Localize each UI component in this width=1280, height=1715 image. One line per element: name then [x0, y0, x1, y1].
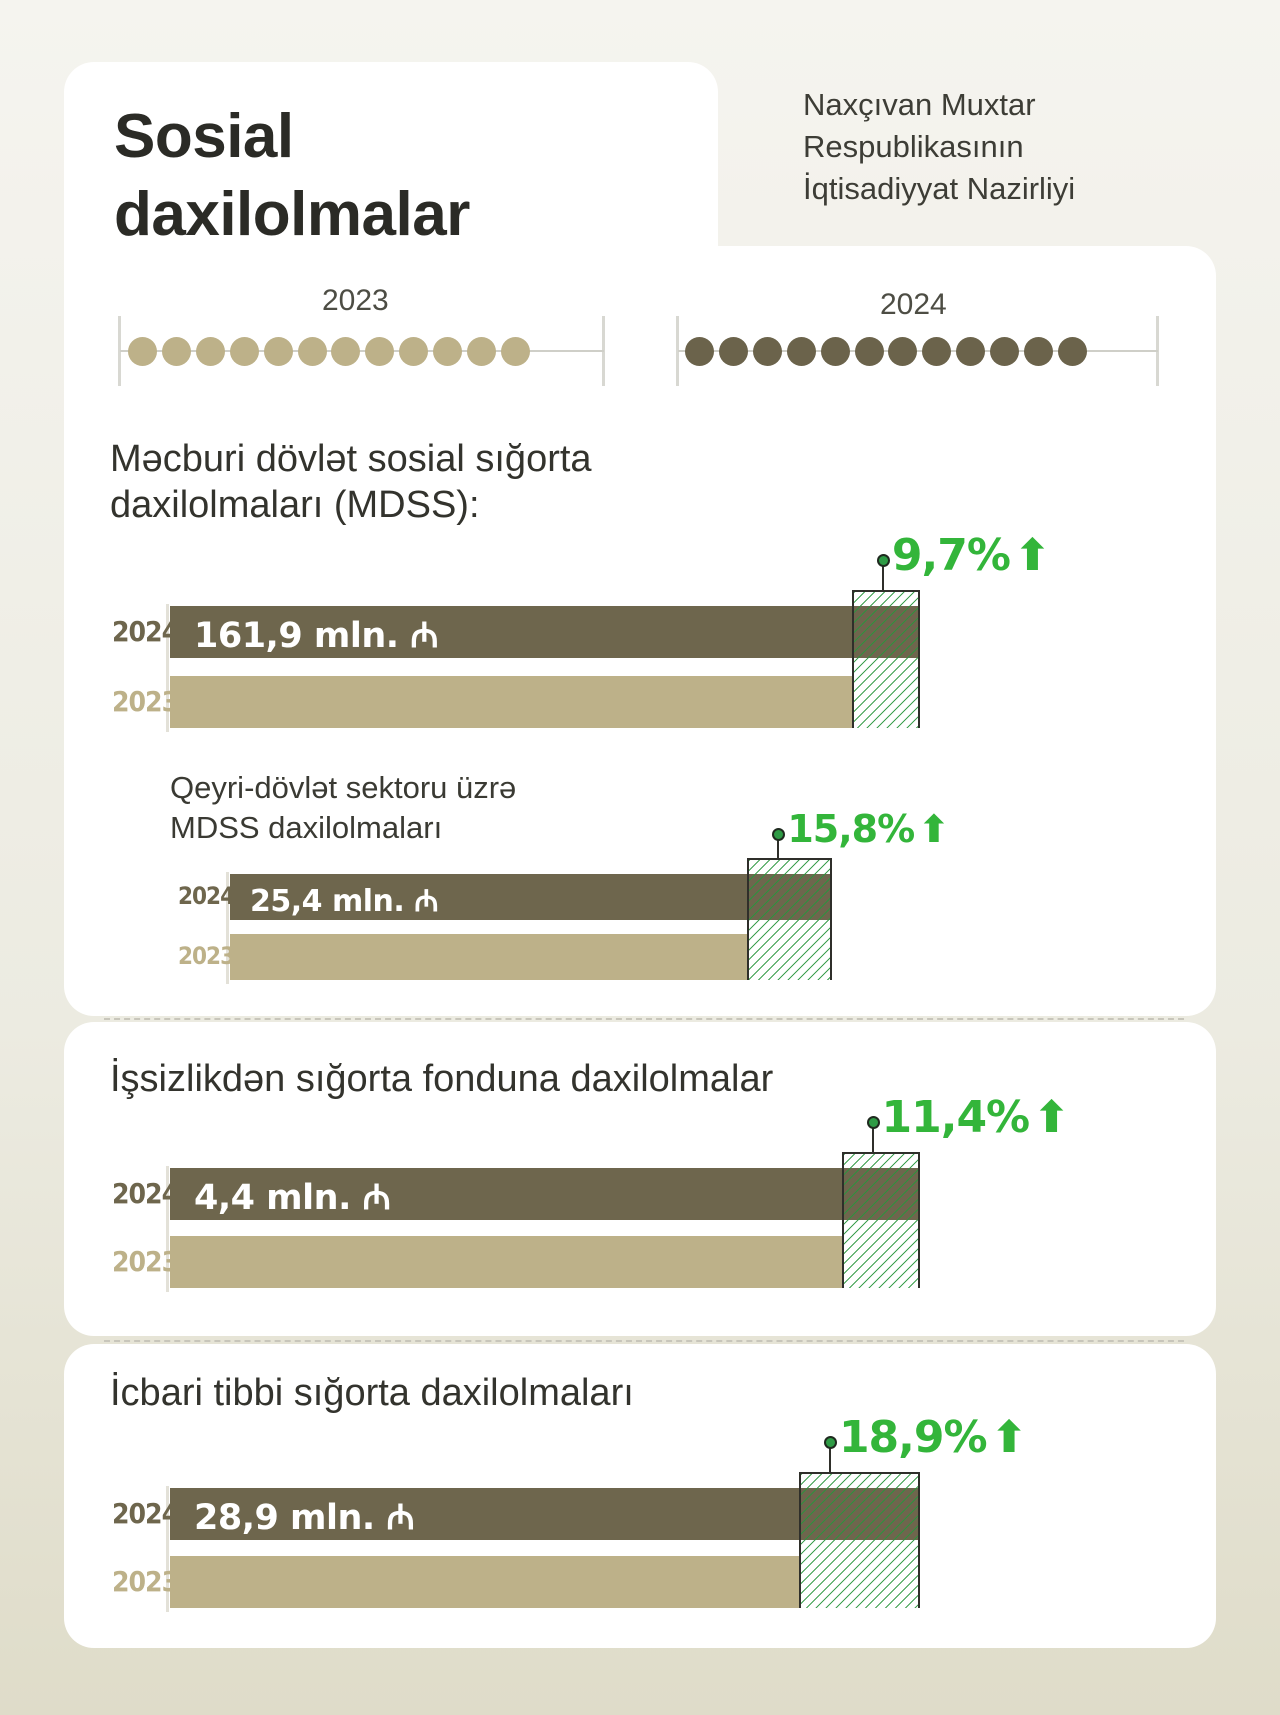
- header-title-card: [64, 62, 718, 272]
- legend-dot-2023: [229, 337, 259, 366]
- private-pin-line: [777, 838, 780, 858]
- unemployment-axis: [166, 1166, 169, 1292]
- legend-dot-2023: [297, 337, 327, 366]
- legend-dot-2023: [500, 337, 530, 366]
- unemployment-bar-2024: [170, 1168, 918, 1220]
- arrow-up-icon: ⬆: [918, 807, 950, 852]
- medical-value-label: 28,9 mln. ₼: [194, 1498, 415, 1538]
- section-divider: [104, 1340, 1184, 1342]
- private-change-percent: 15,8% ⬆: [787, 807, 950, 852]
- medical-bar-2023: [170, 1556, 799, 1608]
- private-growth-hatch: [747, 858, 832, 980]
- private-bar-2024: [230, 874, 830, 920]
- private-value-label: 25,4 mln. ₼: [250, 884, 439, 919]
- legend-dot-2024: [922, 337, 952, 366]
- unemployment-pin-line: [871, 1126, 874, 1152]
- mdss-year-label-2023: 2023: [112, 684, 179, 718]
- legend-dot-2024: [786, 337, 816, 366]
- mdss-bar-2024: [170, 606, 918, 658]
- private-sector-title: Qeyri-dövlət sektoru üzrə MDSS daxilolma…: [170, 768, 516, 848]
- legend-year-2023: 2023: [322, 284, 389, 317]
- timeline-tick: [118, 316, 121, 386]
- legend-dot-2023: [365, 337, 395, 366]
- private-year-label-2023: 2023: [178, 942, 235, 971]
- unemployment-bar-2023: [170, 1236, 842, 1288]
- medical-title: İcbari tibbi sığorta daxilolmaları: [110, 1372, 634, 1414]
- legend-year-2024: 2024: [880, 288, 947, 321]
- arrow-up-icon: ⬆: [1033, 1091, 1070, 1143]
- mdss-growth-hatch: [851, 590, 920, 728]
- mdss-title-line2: daxilolmaları (MDSS):: [110, 484, 480, 526]
- mdss-value-label: 161,9 mln. ₼: [194, 616, 439, 656]
- medical-year-label-2024: 2024: [112, 1496, 179, 1530]
- mdss-axis: [166, 604, 169, 732]
- organization-name: Naxçıvan Muxtar Respublikasının İqtisadi…: [803, 84, 1075, 210]
- legend-dot-2023: [331, 337, 361, 366]
- private-sector-title-line2: MDSS daxilolmaları: [170, 810, 443, 845]
- legend-dot-2024: [956, 337, 986, 366]
- legend-dot-2024: [685, 337, 714, 366]
- legend-dot-2024: [990, 337, 1020, 366]
- unemployment-change-percent: 11,4%⬆: [881, 1091, 1071, 1143]
- mdss-year-label-2024: 2024: [112, 614, 179, 648]
- section-divider: [104, 1018, 1184, 1020]
- private-bar-2023: [230, 934, 748, 980]
- legend-dot-2023: [195, 337, 225, 366]
- medical-change-percent: 18,9%⬆: [838, 1411, 1028, 1463]
- mdss-pin-head: [876, 554, 890, 567]
- legend-dot-2024: [1024, 337, 1053, 366]
- medical-bar-2024: [170, 1488, 918, 1540]
- unemployment-value-label: 4,4 mln. ₼: [194, 1178, 391, 1218]
- unemployment-title: İşsizlikdən sığorta fonduna daxilolmalar: [110, 1058, 774, 1100]
- organization-line1: Naxçıvan Muxtar: [803, 87, 1036, 122]
- page-title-line1: Sosial: [114, 102, 294, 171]
- medical-pin-line: [828, 1446, 831, 1472]
- arrow-up-icon: ⬆: [1013, 529, 1051, 581]
- legend-dot-2023: [433, 337, 463, 366]
- private-pin-head: [772, 828, 786, 841]
- medical-axis: [166, 1486, 169, 1612]
- private-year-label-2024: 2024: [178, 882, 235, 911]
- medical-pin-head: [823, 1436, 837, 1449]
- medical-growth-hatch: [798, 1472, 920, 1608]
- unemployment-pin-head: [866, 1116, 880, 1129]
- organization-line3: İqtisadiyyat Nazirliyi: [803, 171, 1076, 206]
- legend-dot-2024: [854, 337, 884, 366]
- legend-dot-2024: [752, 337, 782, 366]
- unemployment-year-label-2024: 2024: [112, 1176, 179, 1210]
- legend-dot-2023: [161, 337, 191, 366]
- medical-year-label-2023: 2023: [112, 1564, 179, 1598]
- legend-dot-2023: [467, 337, 496, 366]
- organization-line2: Respublikasının: [803, 129, 1024, 164]
- legend-dot-2024: [888, 337, 918, 366]
- mdss-bar-2023: [170, 676, 852, 728]
- private-sector-title-line1: Qeyri-dövlət sektoru üzrə: [170, 770, 517, 805]
- legend-dot-2024: [718, 337, 748, 366]
- page-title-line2: daxilolmalar: [114, 180, 470, 249]
- mdss-change-percent: 9,7%⬆: [891, 529, 1051, 581]
- legend-dot-2023: [399, 337, 429, 366]
- private-axis: [226, 872, 229, 984]
- mdss-title: Məcburi dövlət sosial sığorta daxilolmal…: [110, 436, 592, 528]
- legend-dot-2024: [820, 337, 850, 366]
- arrow-up-icon: ⬆: [990, 1411, 1028, 1463]
- page-title: Sosial daxilolmalar: [114, 98, 470, 254]
- legend-dot-2024: [1057, 337, 1087, 366]
- unemployment-year-label-2023: 2023: [112, 1244, 179, 1278]
- legend-dot-2023: [128, 337, 157, 366]
- timeline-line-2024: [678, 350, 1158, 352]
- legend-dot-2023: [263, 337, 293, 366]
- timeline-line-2023: [120, 350, 604, 352]
- mdss-pin-line: [881, 564, 884, 590]
- unemployment-growth-hatch: [841, 1152, 920, 1288]
- mdss-title-line1: Məcburi dövlət sosial sığorta: [110, 438, 592, 480]
- timeline-tick: [676, 316, 679, 386]
